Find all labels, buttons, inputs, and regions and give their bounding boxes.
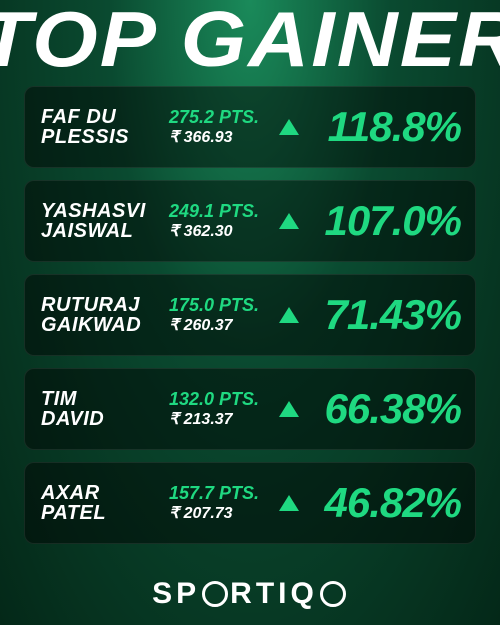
stats: 275.2 PTS. ₹ 366.93 (169, 108, 277, 146)
name-line-1: FAF DU (41, 107, 169, 127)
name-line-2: GAIKWAD (41, 315, 169, 335)
name-line-2: JAISWAL (41, 221, 169, 241)
stats: 249.1 PTS. ₹ 362.30 (169, 202, 277, 240)
brand-part-2: RTIQ (230, 577, 318, 611)
percent-value: 66.38% (325, 385, 461, 433)
percent-value: 118.8% (328, 103, 461, 151)
points-value: 175.0 PTS. (169, 296, 277, 314)
points-value: 249.1 PTS. (169, 202, 277, 220)
trend-up-icon (277, 495, 301, 511)
price-value: ₹ 260.37 (169, 318, 277, 334)
percent-col: 107.0% (301, 197, 461, 245)
ball-icon (320, 581, 346, 607)
percent-col: 71.43% (301, 291, 461, 339)
name-line-2: PLESSIS (41, 127, 169, 147)
percent-col: 46.82% (301, 479, 461, 527)
price-value: ₹ 207.73 (169, 506, 277, 522)
name-line-2: DAVID (41, 409, 169, 429)
trend-up-icon (277, 213, 301, 229)
table-row: YASHASVI JAISWAL 249.1 PTS. ₹ 362.30 107… (24, 180, 476, 262)
page-title: TOP GAINERS (0, 0, 500, 72)
player-name: AXAR PATEL (41, 483, 169, 524)
name-line-1: AXAR (41, 483, 169, 503)
trend-up-icon (277, 401, 301, 417)
gainers-list: FAF DU PLESSIS 275.2 PTS. ₹ 366.93 118.8… (0, 72, 500, 544)
table-row: FAF DU PLESSIS 275.2 PTS. ₹ 366.93 118.8… (24, 86, 476, 168)
points-value: 157.7 PTS. (169, 484, 277, 502)
percent-value: 107.0% (325, 197, 461, 245)
percent-value: 46.82% (325, 479, 461, 527)
table-row: AXAR PATEL 157.7 PTS. ₹ 207.73 46.82% (24, 462, 476, 544)
table-row: TIM DAVID 132.0 PTS. ₹ 213.37 66.38% (24, 368, 476, 450)
stats: 175.0 PTS. ₹ 260.37 (169, 296, 277, 334)
price-value: ₹ 366.93 (169, 130, 277, 146)
trend-up-icon (277, 307, 301, 323)
player-name: FAF DU PLESSIS (41, 107, 169, 148)
name-line-1: RUTURAJ (41, 295, 169, 315)
percent-col: 118.8% (301, 103, 461, 151)
brand-logo: SP RTIQ (152, 577, 348, 611)
percent-value: 71.43% (325, 291, 461, 339)
price-value: ₹ 213.37 (169, 412, 277, 428)
percent-col: 66.38% (301, 385, 461, 433)
name-line-1: YASHASVI (41, 201, 169, 221)
player-name: RUTURAJ GAIKWAD (41, 295, 169, 336)
brand-part-1: SP (152, 577, 200, 611)
trend-up-icon (277, 119, 301, 135)
stats: 132.0 PTS. ₹ 213.37 (169, 390, 277, 428)
footer: SP RTIQ (0, 577, 500, 611)
points-value: 275.2 PTS. (169, 108, 277, 126)
ball-icon (202, 581, 228, 607)
player-name: TIM DAVID (41, 389, 169, 430)
name-line-2: PATEL (41, 503, 169, 523)
player-name: YASHASVI JAISWAL (41, 201, 169, 242)
points-value: 132.0 PTS. (169, 390, 277, 408)
table-row: RUTURAJ GAIKWAD 175.0 PTS. ₹ 260.37 71.4… (24, 274, 476, 356)
name-line-1: TIM (41, 389, 169, 409)
stats: 157.7 PTS. ₹ 207.73 (169, 484, 277, 522)
price-value: ₹ 362.30 (169, 224, 277, 240)
